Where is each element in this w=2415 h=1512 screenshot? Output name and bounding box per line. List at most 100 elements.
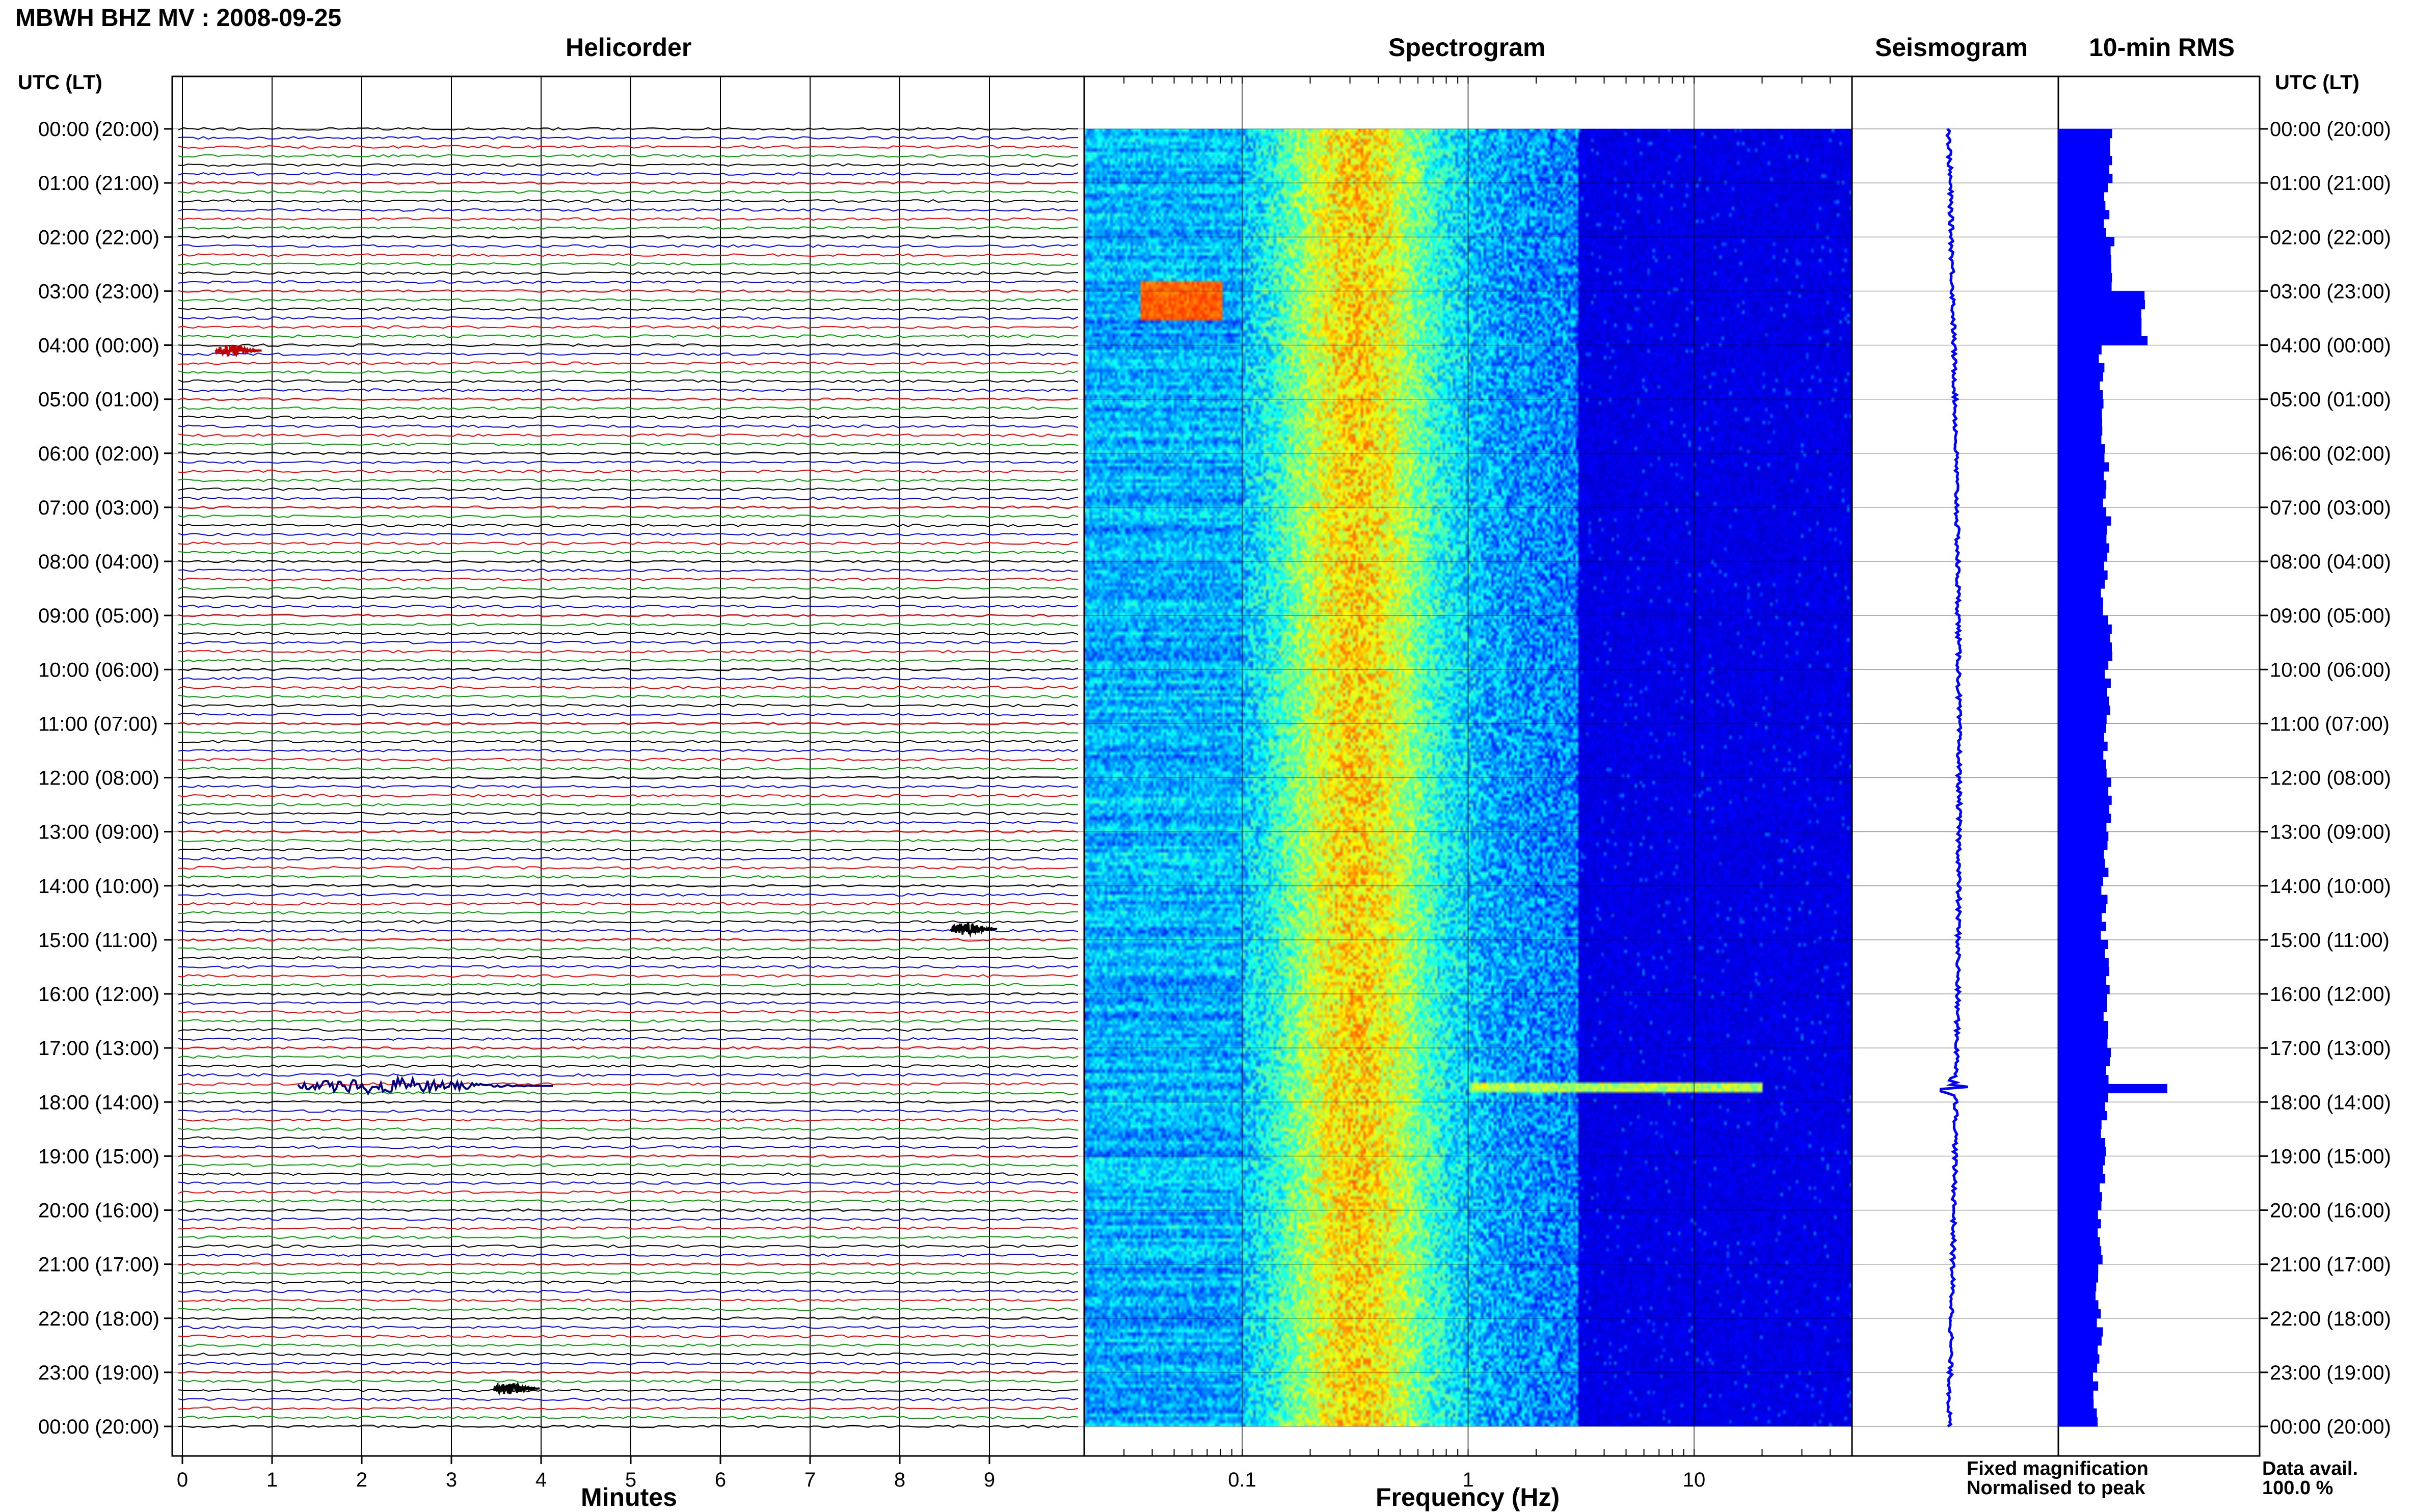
rms-bar	[2058, 300, 2145, 310]
hour-label-right: 20:00 (16:00)	[2270, 1200, 2391, 1222]
helicorder-trace	[178, 577, 1079, 581]
helicorder-trace	[178, 748, 1079, 752]
rms-bar	[2058, 1372, 2093, 1382]
helicorder-trace	[178, 821, 1079, 825]
rms-bar	[2058, 841, 2108, 850]
helicorder-trace	[178, 532, 1079, 536]
rms-title: 10-min RMS	[2089, 33, 2235, 62]
hour-label-right: 01:00 (21:00)	[2270, 172, 2391, 195]
rms-bar	[2058, 435, 2102, 445]
helicorder-trace	[178, 523, 1079, 527]
rms-bar	[2058, 453, 2105, 463]
helicorder-trace	[178, 740, 1079, 744]
helicorder-trace	[178, 253, 1079, 257]
helicorder-trace	[178, 1109, 1079, 1113]
rms-bar	[2058, 1156, 2105, 1166]
minutes-tick-label: 3	[446, 1469, 457, 1491]
helicorder-trace	[178, 721, 1079, 725]
rms-bar	[2058, 1111, 2107, 1121]
rms-bar	[2058, 390, 2103, 400]
helicorder-event	[493, 1381, 540, 1396]
helicorder-trace	[178, 785, 1079, 789]
hour-label-right: 23:00 (19:00)	[2270, 1362, 2391, 1384]
rms-bar	[2058, 354, 2099, 364]
helicorder-trace	[178, 1091, 1079, 1095]
rms-bar	[2058, 228, 2106, 237]
helicorder-trace	[178, 694, 1079, 698]
helicorder-trace	[178, 542, 1079, 546]
minutes-tick-label: 4	[535, 1469, 547, 1491]
helicorder-trace	[178, 1280, 1079, 1284]
helicorder-title: Helicorder	[566, 33, 692, 62]
hour-label-left: 07:00 (03:00)	[38, 497, 159, 519]
rms-bar	[2058, 282, 2112, 291]
rms-bar	[2058, 372, 2103, 382]
helicorder-trace	[178, 388, 1079, 392]
helicorder-trace	[178, 397, 1079, 401]
rms-bar	[2058, 723, 2106, 733]
helicorder-trace	[178, 1136, 1079, 1140]
rms-bar	[2058, 327, 2142, 337]
rms-bar	[2058, 1183, 2100, 1193]
rms-bar	[2058, 1300, 2099, 1310]
hour-label-right: 16:00 (12:00)	[2270, 983, 2391, 1006]
rms-bar	[2058, 1048, 2111, 1058]
rms-bar	[2058, 183, 2108, 193]
helicorder-trace	[178, 370, 1079, 374]
rms-bar	[2058, 795, 2112, 805]
rms-bar	[2058, 642, 2112, 652]
minutes-tick-label: 2	[356, 1469, 367, 1491]
helicorder-trace	[178, 361, 1079, 365]
helicorder-trace	[178, 307, 1079, 311]
hour-label-left: 21:00 (17:00)	[38, 1254, 159, 1276]
rms-bar	[2058, 1210, 2098, 1220]
rms-bar	[2058, 291, 2145, 301]
helicorder-trace	[178, 244, 1079, 248]
helicorder-trace	[178, 640, 1078, 644]
rms-bar	[2058, 696, 2109, 706]
rms-bar	[2058, 552, 2108, 562]
rms-bar	[2058, 417, 2103, 427]
helicorder-trace	[178, 1145, 1079, 1149]
helicorder-trace	[178, 289, 1079, 293]
hour-label-left: 00:00 (20:00)	[38, 118, 159, 141]
hour-label-right: 22:00 (18:00)	[2270, 1308, 2391, 1330]
helicorder-trace	[178, 586, 1079, 590]
rms-bar	[2058, 363, 2105, 373]
rms-bar	[2058, 489, 2106, 499]
rms-bar	[2058, 264, 2111, 274]
minutes-tick-label: 0	[177, 1469, 188, 1491]
rms-bar	[2058, 669, 2105, 679]
helicorder-trace	[178, 469, 1079, 473]
rms-bar	[2058, 1201, 2102, 1210]
page-title: MBWH BHZ MV : 2008-09-25	[15, 5, 342, 32]
hour-label-left: 04:00 (00:00)	[38, 335, 159, 357]
rms-bar	[2058, 760, 2106, 769]
rms-bar	[2058, 777, 2111, 787]
hour-label-right: 11:00 (07:00)	[2270, 713, 2390, 735]
rms-bar	[2058, 1291, 2096, 1301]
hour-label-left: 06:00 (02:00)	[38, 443, 159, 465]
legend-normalised-to-peak: Normalised to peak	[1967, 1477, 2145, 1499]
rms-bar	[2058, 219, 2104, 229]
rms-bar	[2058, 1255, 2103, 1265]
rms-bar	[2058, 1093, 2108, 1102]
rms-bar	[2058, 768, 2107, 778]
helicorder-trace	[178, 424, 1079, 428]
helicorder-trace	[178, 1424, 1079, 1428]
rms-bar	[2058, 877, 2103, 886]
hour-label-right: 10:00 (06:00)	[2270, 659, 2391, 681]
helicorder-trace	[178, 1380, 1079, 1384]
helicorder-trace	[178, 1307, 1079, 1311]
helicorder-trace	[178, 677, 1079, 681]
helicorder-trace	[178, 334, 1079, 338]
rms-bar	[2058, 1390, 2094, 1400]
helicorder-trace	[178, 1028, 1079, 1032]
rms-bar	[2058, 787, 2109, 796]
rms-bar	[2058, 237, 2114, 247]
rms-bar	[2058, 408, 2102, 418]
helicorder-trace	[178, 1353, 1079, 1357]
rms-bar	[2058, 831, 2109, 841]
helicorder-trace	[178, 1235, 1079, 1239]
